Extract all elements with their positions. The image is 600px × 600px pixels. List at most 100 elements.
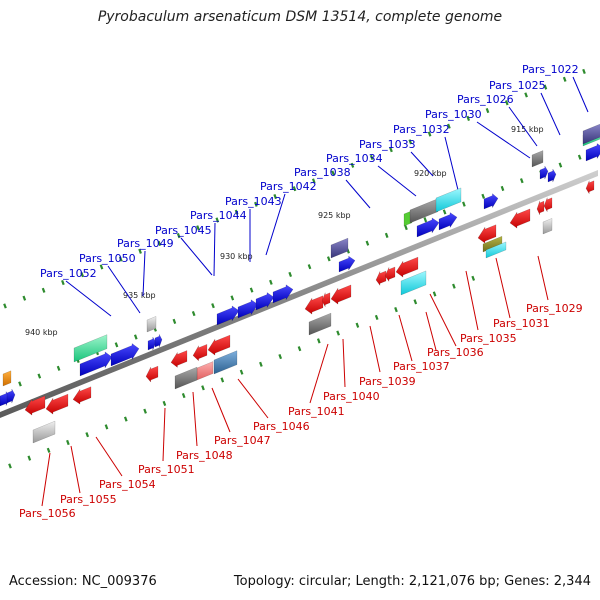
scale-tick-mid bbox=[230, 295, 235, 301]
gene-label-pars-1050[interactable]: Pars_1050 bbox=[79, 252, 136, 265]
gene-forward bbox=[438, 212, 458, 231]
leader-line-reverse bbox=[465, 270, 479, 331]
leader-line-forward bbox=[65, 280, 112, 317]
gene-label-pars-1029[interactable]: Pars_1029 bbox=[526, 302, 583, 315]
gene-label-pars-1056[interactable]: Pars_1056 bbox=[19, 507, 76, 520]
scale-tick-mid bbox=[577, 154, 582, 160]
gene-forward bbox=[110, 342, 140, 367]
map-title: Pyrobaculum arsenaticum DSM 13514, compl… bbox=[97, 9, 503, 25]
gene-label-pars-1045[interactable]: Pars_1045 bbox=[155, 224, 212, 237]
genome-backbone bbox=[0, 170, 598, 418]
gene-forward bbox=[585, 143, 600, 162]
leader-line-forward bbox=[540, 92, 561, 136]
scale-tick-lower bbox=[162, 400, 167, 406]
leader-line-forward bbox=[213, 222, 216, 277]
gene-box bbox=[213, 350, 238, 375]
scale-tick-upper bbox=[331, 170, 335, 176]
gene-label-pars-1036[interactable]: Pars_1036 bbox=[427, 346, 484, 359]
gene-label-pars-1026[interactable]: Pars_1026 bbox=[457, 93, 514, 106]
gene-label-pars-1025[interactable]: Pars_1025 bbox=[489, 79, 546, 92]
gene-features bbox=[0, 123, 600, 444]
gene-box bbox=[542, 217, 553, 235]
scale-tick-mid bbox=[211, 303, 215, 309]
gene-reverse bbox=[384, 266, 396, 283]
gene-label-pars-1033[interactable]: Pars_1033 bbox=[359, 138, 416, 151]
gene-label-pars-1032[interactable]: Pars_1032 bbox=[393, 123, 450, 136]
gene-label-pars-1051[interactable]: Pars_1051 bbox=[138, 463, 195, 476]
leader-line-forward bbox=[265, 193, 286, 256]
scale-tick-upper bbox=[254, 201, 258, 207]
leader-line-forward bbox=[410, 151, 434, 177]
gene-box bbox=[582, 123, 600, 145]
gene-label-pars-1052[interactable]: Pars_1052 bbox=[40, 267, 97, 280]
leader-line-reverse bbox=[192, 391, 198, 447]
scale-tick-mid bbox=[191, 310, 196, 317]
kbp-label-930: 930 kbp bbox=[220, 252, 253, 261]
gene-label-pars-1039[interactable]: Pars_1039 bbox=[359, 375, 416, 388]
scale-tick-mid bbox=[404, 224, 408, 231]
scale-tick-mid bbox=[114, 342, 119, 348]
gene-label-pars-1046[interactable]: Pars_1046 bbox=[253, 420, 310, 433]
gene-label-pars-1031[interactable]: Pars_1031 bbox=[493, 317, 550, 330]
gene-box bbox=[146, 315, 157, 333]
gene-label-pars-1040[interactable]: Pars_1040 bbox=[323, 390, 380, 403]
kbp-labels: 915 kbp 920 kbp 925 kbp 930 kbp 935 kbp … bbox=[25, 125, 544, 337]
scale-tick-upper bbox=[80, 272, 85, 278]
gene-forward bbox=[539, 165, 549, 180]
scale-tick-mid bbox=[172, 318, 177, 324]
gene-label-pars-1055[interactable]: Pars_1055 bbox=[60, 493, 117, 506]
gene-forward bbox=[416, 217, 440, 238]
gene-label-pars-1042[interactable]: Pars_1042 bbox=[260, 180, 317, 193]
gene-box bbox=[531, 150, 544, 168]
scale-tick-upper bbox=[215, 217, 220, 223]
scale-tick-upper bbox=[369, 154, 374, 161]
gene-forward bbox=[483, 193, 499, 210]
scale-tick-lower bbox=[8, 463, 12, 469]
gene-label-pars-1034[interactable]: Pars_1034 bbox=[326, 152, 383, 165]
leader-line-reverse bbox=[398, 314, 413, 362]
scale-tick-lower bbox=[143, 408, 147, 414]
scale-tick-upper bbox=[292, 186, 297, 192]
gene-label-pars-1022[interactable]: Pars_1022 bbox=[522, 63, 579, 76]
scale-tick-upper bbox=[3, 303, 7, 309]
gene-label-pars-1054[interactable]: Pars_1054 bbox=[99, 478, 156, 491]
scale-tick-upper bbox=[408, 139, 413, 145]
gene-box bbox=[174, 366, 198, 390]
gene-label-pars-1035[interactable]: Pars_1035 bbox=[460, 332, 517, 345]
gene-label-pars-1044[interactable]: Pars_1044 bbox=[190, 209, 247, 222]
scale-tick-mid bbox=[56, 365, 61, 371]
leader-line-forward bbox=[444, 136, 459, 191]
gene-label-pars-1037[interactable]: Pars_1037 bbox=[393, 360, 450, 373]
gene-label-pars-1048[interactable]: Pars_1048 bbox=[176, 449, 233, 462]
scale-tick-upper bbox=[41, 287, 46, 293]
gene-box bbox=[330, 237, 349, 259]
scale-tick-lower bbox=[46, 447, 51, 453]
scale-tick-lower bbox=[181, 393, 186, 399]
scale-tick-mid bbox=[442, 209, 447, 215]
gene-label-pars-1043[interactable]: Pars_1043 bbox=[225, 195, 282, 208]
gene-label-pars-1030[interactable]: Pars_1030 bbox=[425, 108, 482, 121]
gene-reverse bbox=[207, 334, 231, 356]
scale-tick-mid bbox=[37, 373, 42, 379]
scale-tick-lower bbox=[374, 314, 379, 321]
scale-tick-mid bbox=[384, 232, 389, 238]
scale-tick-upper bbox=[176, 233, 181, 239]
scale-tick-lower bbox=[104, 424, 109, 430]
leader-line-reverse bbox=[70, 445, 81, 494]
gene-box bbox=[409, 198, 439, 224]
gene-label-pars-1038[interactable]: Pars_1038 bbox=[294, 166, 351, 179]
genome-summary-text: Topology: circular; Length: 2,121,076 bp… bbox=[233, 574, 591, 589]
scale-tick-upper bbox=[234, 209, 239, 215]
gene-reverse bbox=[192, 343, 208, 362]
scale-tick-mid bbox=[558, 162, 563, 168]
leader-line-reverse bbox=[425, 311, 437, 351]
gene-label-pars-1049[interactable]: Pars_1049 bbox=[117, 237, 174, 250]
scale-tick-mid bbox=[462, 201, 466, 207]
gene-label-pars-1047[interactable]: Pars_1047 bbox=[214, 434, 271, 447]
leader-line-reverse bbox=[162, 407, 166, 462]
gene-reverse bbox=[330, 284, 352, 305]
scale-tick-lower bbox=[259, 361, 263, 367]
gene-label-pars-1041[interactable]: Pars_1041 bbox=[288, 405, 345, 418]
scale-tick-lower bbox=[278, 353, 283, 360]
gene-forward bbox=[6, 388, 16, 404]
